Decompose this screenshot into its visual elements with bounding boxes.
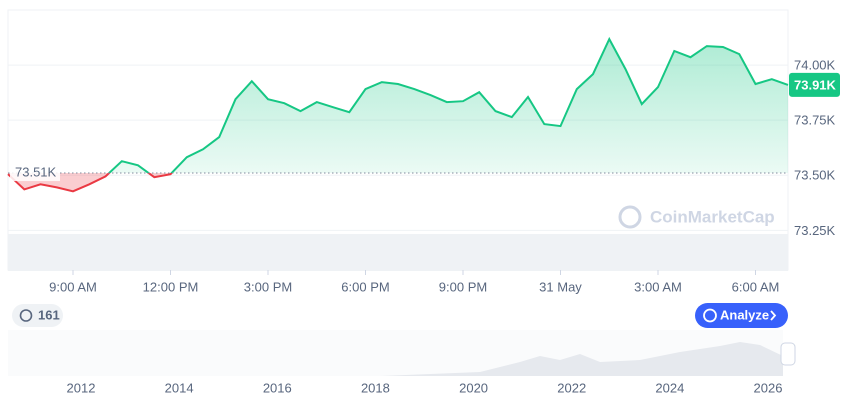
area-up — [109, 39, 788, 174]
navigator-year: 2020 — [459, 380, 488, 395]
history-badge[interactable]: 161 — [12, 304, 63, 327]
navigator-handle[interactable] — [780, 342, 796, 366]
analyze-button[interactable]: Analyze — [695, 303, 788, 328]
baseline-label: 73.51K — [15, 164, 57, 179]
y-tick-label: 74.00K — [794, 58, 836, 73]
navigator-year: 2026 — [754, 380, 783, 395]
navigator-year: 2024 — [655, 380, 684, 395]
x-tick-label: 9:00 PM — [439, 279, 487, 294]
navigator-history — [380, 342, 783, 376]
badge-count: 161 — [38, 307, 60, 322]
volume-area — [8, 234, 788, 271]
watermark-text: CoinMarketCap — [650, 207, 775, 226]
navigator-year: 2014 — [165, 380, 194, 395]
current-price-label: 73.91K — [794, 77, 837, 92]
current-price-tag — [789, 72, 840, 97]
y-tick-label: 73.50K — [794, 168, 836, 183]
line-up — [107, 36, 789, 174]
navigator-year: 2016 — [263, 380, 292, 395]
y-tick-label: 73.25K — [794, 223, 836, 238]
x-tick-label: 6:00 PM — [341, 279, 389, 294]
baseline-label-bg — [10, 163, 60, 182]
x-tick-label: 31 May — [539, 279, 582, 294]
navigator-year: 2012 — [67, 380, 96, 395]
y-tick-label: 73.75K — [794, 113, 836, 128]
x-tick-label: 6:00 AM — [732, 279, 780, 294]
navigator-year: 2018 — [361, 380, 390, 395]
x-tick-label: 3:00 AM — [634, 279, 682, 294]
navigator-year: 2022 — [557, 380, 586, 395]
watermark: CoinMarketCap — [618, 205, 775, 229]
x-tick-label: 12:00 PM — [143, 279, 199, 294]
area-down — [8, 173, 788, 192]
x-tick-label: 9:00 AM — [49, 279, 97, 294]
analyze-label: Analyze — [720, 307, 769, 322]
x-tick-label: 3:00 PM — [244, 279, 292, 294]
